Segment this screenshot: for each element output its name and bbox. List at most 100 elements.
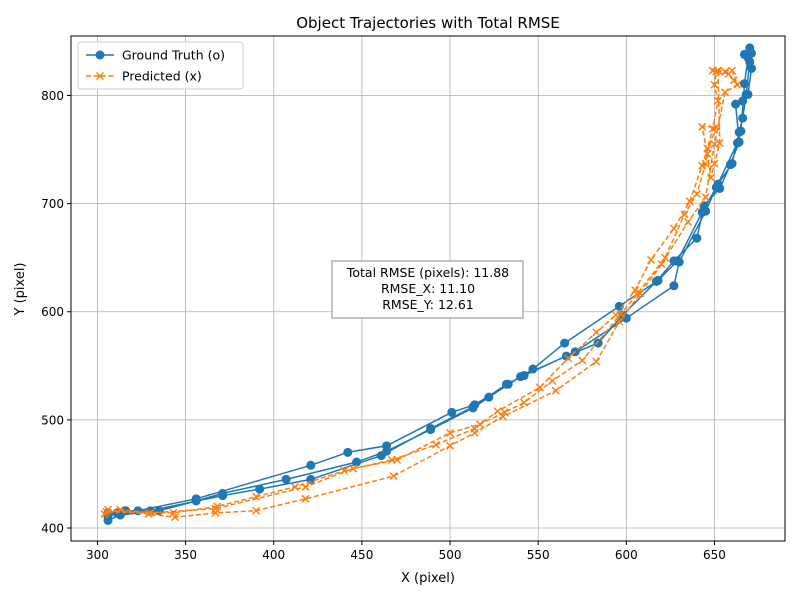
predicted-point [349, 464, 358, 473]
predicted-point [252, 492, 261, 501]
predicted-point [535, 383, 544, 392]
predicted-point [710, 140, 719, 149]
predicted-point [701, 193, 710, 202]
x-tick-label: 400 [262, 548, 285, 562]
predicted-point [103, 505, 113, 514]
ground-truth-point [593, 338, 603, 348]
ground-truth-point [692, 233, 702, 243]
predicted-point [213, 502, 222, 511]
ground-truth-point [651, 276, 661, 286]
ground-truth-point [711, 182, 721, 192]
predicted-point [721, 67, 730, 76]
predicted-point [592, 328, 601, 337]
predicted-point [728, 66, 737, 75]
y-tick-label: 700 [41, 197, 64, 211]
series-layer [100, 43, 757, 525]
predicted-point [498, 412, 507, 421]
predicted-line [104, 69, 739, 518]
ground-truth-point [352, 457, 362, 467]
chart-title: Object Trajectories with Total RMSE [296, 14, 560, 32]
y-tick-label: 400 [41, 522, 64, 536]
legend-predicted-label: Predicted (x) [122, 69, 202, 84]
ground-truth-point [426, 424, 436, 434]
x-axis-label: X (pixel) [401, 571, 455, 586]
ground-truth-point [669, 281, 679, 291]
y-tick-label: 600 [41, 305, 64, 319]
ground-truth-point [560, 338, 570, 348]
predicted-point [615, 317, 624, 326]
predicted-point [500, 408, 509, 417]
ticks: 300 350 400 450 500 550 600 650 400 500 600 700 800 [41, 89, 726, 562]
ground-truth-point [468, 402, 478, 412]
ground-truth-point [191, 496, 201, 506]
predicted-point [685, 197, 694, 206]
predicted-point [446, 428, 455, 437]
predicted-point [706, 173, 715, 182]
annotation-box [331, 260, 524, 319]
predicted-point [290, 482, 299, 491]
ground-truth-point [738, 113, 748, 123]
predicted-point [703, 149, 712, 158]
x-tick-label: 500 [439, 548, 462, 562]
ground-truth-point [747, 48, 757, 58]
predicted-point [698, 161, 707, 170]
predicted-point [301, 482, 310, 491]
predicted-point [116, 505, 125, 514]
ground-truth-point [154, 506, 164, 516]
predicted-point [169, 508, 178, 517]
ground-truth-point [501, 379, 511, 389]
ground-truth-point [484, 392, 494, 402]
x-tick-label: 550 [527, 548, 550, 562]
predicted-point [712, 122, 721, 131]
ground-truth-point [376, 451, 386, 461]
predicted-point [252, 506, 261, 515]
predicted-point [470, 428, 479, 437]
annotation-rmse-x: RMSE_X: 11.10 [381, 281, 475, 296]
ground-truth-point [738, 96, 748, 106]
predicted-point [733, 80, 742, 89]
x-tick-label: 600 [615, 548, 638, 562]
ground-truth-point [528, 364, 538, 374]
predicted-point [698, 122, 707, 131]
predicted-point [564, 354, 573, 363]
legend: Ground Truth (o) Predicted (x) [77, 41, 244, 90]
ground-truth-point [747, 63, 757, 73]
ground-truth-point [306, 474, 316, 484]
x-tick-label: 300 [86, 548, 109, 562]
predicted-point [708, 66, 717, 75]
predicted-series [100, 66, 742, 522]
x-tick-label: 350 [174, 548, 197, 562]
predicted-point [710, 159, 719, 168]
ground-truth-point [731, 99, 741, 109]
rmse-annotation: Total RMSE (pixels): 11.88 RMSE_X: 11.10… [331, 260, 524, 319]
ground-truth-point [343, 447, 353, 457]
predicted-point [661, 253, 670, 262]
annotation-rmse-y: RMSE_Y: 12.61 [382, 297, 474, 312]
legend-ground-truth-marker [95, 50, 105, 60]
predicted-point [710, 80, 719, 89]
ground-truth-point [519, 371, 529, 381]
ground-truth-point [701, 206, 711, 216]
predicted-point [684, 217, 693, 227]
x-tick-label: 450 [350, 548, 373, 562]
ground-truth-point [725, 160, 735, 170]
predicted-point [170, 513, 180, 522]
predicted-point [340, 466, 349, 475]
predicted-point [657, 260, 666, 269]
ground-truth-point [674, 257, 684, 267]
predicted-point [211, 508, 220, 517]
predicted-point [611, 310, 620, 320]
legend-predicted-marker [95, 71, 105, 81]
predicted-point [646, 255, 656, 264]
ground-truth-point [255, 484, 265, 494]
predicted-point [592, 357, 601, 366]
x-tick-label: 650 [703, 548, 726, 562]
annotation-total-rmse: Total RMSE (pixels): 11.88 [346, 265, 509, 280]
predicted-point [713, 96, 723, 105]
predicted-point [446, 441, 455, 450]
ground-truth-point [306, 460, 316, 470]
predicted-point [301, 494, 310, 503]
ground-truth-point [739, 79, 749, 89]
ground-truth-point [218, 491, 228, 501]
